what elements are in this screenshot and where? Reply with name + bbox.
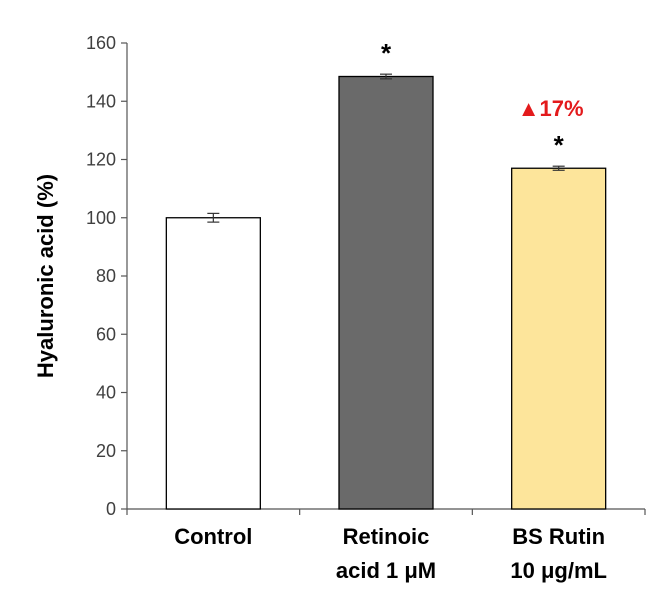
x-tick-label: acid 1 μM [336, 558, 436, 583]
x-tick-label: 10 μg/mL [510, 558, 607, 583]
change-annotation: ▲17% [518, 96, 584, 121]
y-tick-label: 20 [96, 441, 116, 461]
bar [165, 217, 261, 510]
significance-marker: * [554, 130, 565, 160]
y-tick-label: 40 [96, 383, 116, 403]
y-tick-label: 0 [106, 499, 116, 519]
y-tick-label: 100 [86, 208, 116, 228]
y-tick-label: 140 [86, 91, 116, 111]
significance-marker: * [381, 38, 392, 68]
y-axis-label: Hyaluronic acid (%) [33, 174, 58, 378]
y-tick-label: 60 [96, 324, 116, 344]
y-tick-label: 80 [96, 266, 116, 286]
bar [338, 75, 434, 510]
x-tick-label: Control [174, 524, 252, 549]
x-tick-label: BS Rutin [512, 524, 605, 549]
y-tick-label: 160 [86, 33, 116, 53]
y-tick-label: 120 [86, 150, 116, 170]
x-tick-label: Retinoic [343, 524, 430, 549]
bar [511, 167, 607, 510]
